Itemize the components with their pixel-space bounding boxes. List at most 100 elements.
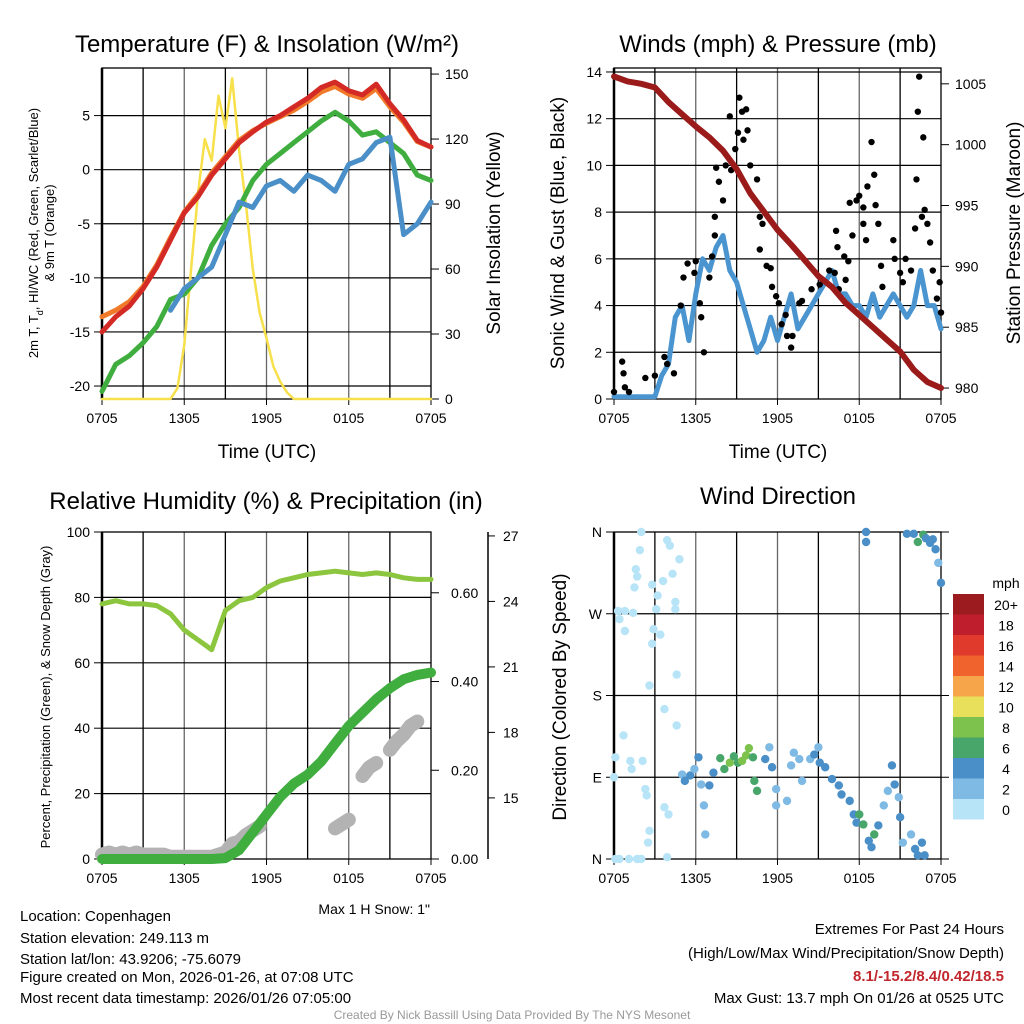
direction-point (631, 565, 640, 574)
gust-point (816, 281, 823, 288)
pressure-y-axis-label: Station Pressure (Maroon) (1004, 122, 1024, 345)
credit-line: Created By Nick Bassill Using Data Provi… (334, 1008, 691, 1022)
gust-point (680, 274, 687, 281)
direction-point (870, 830, 879, 839)
max-snow-note: Max 1 H Snow: 1" (318, 901, 430, 917)
max-gust: Max Gust: 13.7 mph On 01/26 at 0525 UTC (714, 990, 1004, 1007)
direction-point (649, 624, 658, 634)
direction-point (767, 763, 777, 772)
snow-depth-tick-label: 21 (503, 659, 519, 675)
direction-point (613, 606, 623, 616)
direction-point (895, 813, 905, 822)
gust-point (875, 220, 882, 228)
direction-point (668, 569, 677, 578)
direction-y-tick-label: E (593, 769, 602, 785)
snow-depth-line (355, 756, 384, 783)
legend-label: 20+ (994, 597, 1018, 613)
direction-point (920, 851, 929, 860)
gust-point (846, 199, 853, 206)
direction-point (894, 793, 903, 802)
snow-depth-tick-label: 18 (503, 724, 519, 740)
gust-point (691, 269, 698, 277)
wind-y-axis-label: Sonic Wind & Gust (Blue, Black) (548, 97, 569, 369)
gust-point (642, 374, 649, 382)
direction-point (680, 776, 690, 786)
legend-swatch (953, 594, 984, 615)
winds-y-tick-label: 0 (594, 391, 602, 407)
gust-point (842, 276, 849, 284)
gust-point (834, 243, 841, 251)
gust-point (708, 253, 716, 260)
humidity-x-tick-label: 0105 (333, 870, 364, 886)
legend-swatch (953, 778, 984, 799)
temperature-y2-tick-label: 60 (445, 261, 461, 277)
direction-point (827, 774, 837, 784)
humidity-y2-tick-label: 0.60 (451, 585, 478, 601)
direction-point (729, 752, 739, 761)
gust-point (911, 225, 919, 232)
temperature-y2-tick-label: 120 (445, 131, 469, 147)
precipitation-line (97, 667, 436, 864)
station-location: Location: Copenhagen (20, 908, 171, 925)
direction-y-tick-label: S (593, 688, 602, 704)
gust-point (620, 370, 627, 377)
gust-point (625, 388, 633, 396)
gust-point (775, 300, 783, 307)
winds-x-tick-label: 0105 (844, 410, 875, 426)
direction-point (630, 583, 639, 592)
direction-point (864, 836, 873, 846)
direction-point (913, 851, 923, 860)
direction-point (795, 754, 804, 764)
gust-point (736, 94, 743, 101)
temperature-y-tick-label: -20 (70, 378, 90, 394)
direction-point (810, 750, 819, 759)
gust-point (913, 176, 920, 183)
temperature-y-tick-label: 5 (82, 108, 90, 124)
snow-depth-line (328, 812, 356, 836)
legend-label: 18 (998, 618, 1014, 634)
direction-point (609, 773, 619, 782)
direction-point (861, 537, 871, 547)
humidity-y2-tick-label: 0.00 (451, 851, 478, 867)
station-latlon: Station lat/lon: 43.9206; -75.6079 (20, 951, 241, 968)
direction-point (716, 753, 725, 763)
direction-plot: 0705 1305 1905 0105 0705 N E S W N (589, 524, 957, 886)
direction-point (771, 784, 781, 794)
humidity-y-tick-label: 100 (67, 524, 91, 540)
direction-point (626, 756, 635, 766)
winds-y-tick-label: 4 (594, 298, 602, 314)
figure-created: Figure created on Mon, 2026-01-26, at 07… (20, 969, 354, 986)
gust-point (621, 384, 629, 391)
direction-point (677, 770, 687, 779)
gust-point (831, 269, 838, 277)
direction-point (834, 781, 844, 790)
temp-2m-line (99, 79, 434, 335)
winds-x-tick-label: 1305 (680, 410, 711, 426)
direction-point (645, 681, 654, 690)
humidity-panel-title: Relative Humidity (%) & Precipitation (i… (49, 488, 482, 515)
direction-point (615, 615, 624, 624)
gust-point (864, 183, 871, 190)
humidity-y-tick-label: 20 (74, 786, 90, 802)
direction-point (917, 838, 927, 847)
direction-point (660, 803, 669, 812)
gust-point (933, 295, 941, 302)
legend-swatch (953, 717, 984, 738)
direction-point (887, 761, 897, 770)
legend-swatch (953, 635, 984, 656)
gust-point (732, 145, 739, 153)
gust-point (651, 372, 659, 379)
temperature-y-tick-label: -5 (78, 216, 91, 232)
gust-point (772, 293, 780, 300)
winds-y2-tick-label: 985 (955, 319, 979, 335)
gust-point (920, 134, 927, 141)
gust-point (711, 213, 719, 220)
gust-point (916, 73, 923, 80)
direction-point (898, 838, 908, 847)
gust-point (767, 264, 774, 272)
winds-x-tick-label: 1905 (762, 410, 793, 426)
extremes-values: 8.1/-15.2/8.4/0.42/18.5 (853, 968, 1004, 985)
gust-point (921, 206, 928, 213)
direction-point (701, 830, 710, 839)
direction-point (637, 854, 646, 864)
